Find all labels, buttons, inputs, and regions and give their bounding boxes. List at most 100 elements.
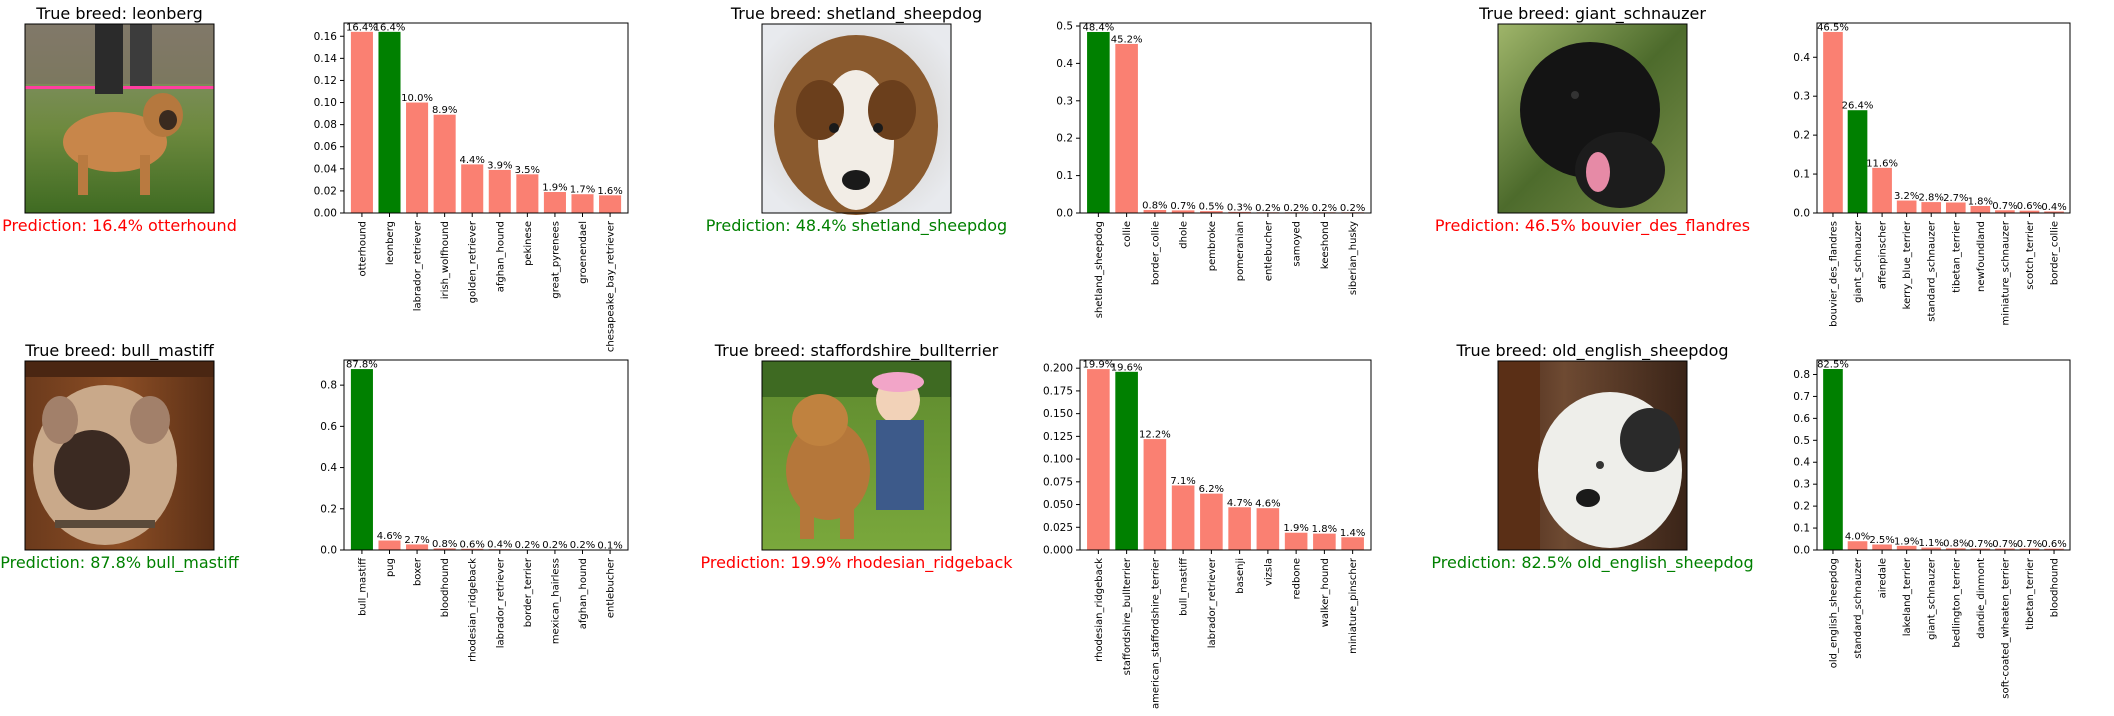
x-tick-label: walker_hound <box>1320 558 1331 627</box>
x-tick-label: otterhound <box>357 221 368 277</box>
x-tick-label: bloodhound <box>2050 558 2061 617</box>
x-tick-label: affenpinscher <box>1878 220 1889 289</box>
bar-chart-5: 0.000 0.025 0.050 0.075 0.100 0.125 0.150 0.175… <box>1043 359 1372 709</box>
bar-chart-3: 0.0 0.1 0.2 0.3 0.4 46.5% bouvier_des_flandres… <box>1793 22 2071 327</box>
bar <box>1087 31 1110 213</box>
bar-value-label: 26.4% <box>1842 101 1874 112</box>
bar-value-label: 2.7% <box>1943 193 1968 204</box>
prediction-3: Prediction: 46.5% bouvier_des_flandres <box>1435 216 1750 236</box>
bar <box>1171 485 1195 550</box>
bar <box>1115 43 1138 213</box>
x-tick-label: entlebucher <box>606 557 617 618</box>
photo-2 <box>761 23 952 215</box>
y-tick-label: 0.025 <box>1043 522 1073 534</box>
bar <box>1228 507 1251 550</box>
bar-value-label: 1.7% <box>570 185 595 196</box>
bar <box>1896 200 1917 213</box>
bar-value-label: 0.2% <box>515 540 540 551</box>
bar <box>1143 210 1167 213</box>
y-tick-label: 0.8 <box>1793 369 1810 381</box>
bar <box>1115 371 1138 550</box>
bar-value-label: 0.2% <box>1255 203 1280 214</box>
photo-1 <box>24 23 215 214</box>
bar <box>488 169 511 213</box>
plot-frame <box>1816 359 2071 551</box>
x-tick-label: rhodesian_ridgeback <box>1094 558 1105 662</box>
bar-value-label: 1.9% <box>1894 536 1919 547</box>
x-tick-label: airedale <box>1878 558 1889 598</box>
x-tick-label: pug <box>385 558 396 577</box>
bar-value-label: 82.5% <box>1817 359 1849 370</box>
x-tick-label: pekinese <box>523 221 534 266</box>
prediction-6: Prediction: 82.5% old_english_sheepdog <box>1431 553 1753 573</box>
bar <box>1171 210 1195 213</box>
bar-chart-6: 0.0 0.1 0.2 0.3 0.4 0.5 0.6 0.7 0.8 82.5% old_engl… <box>1793 359 2071 699</box>
bar-value-label: 0.6% <box>460 539 485 550</box>
bar <box>1995 548 2015 550</box>
bar-value-label: 0.2% <box>1283 203 1308 214</box>
bar <box>1945 548 1966 550</box>
bar-value-label: 4.6% <box>377 531 402 542</box>
y-tick-label: 0.4 <box>1793 457 1810 469</box>
bar <box>1200 211 1223 213</box>
title-3: True breed: giant_schnauzer <box>1478 4 1706 24</box>
bar <box>433 548 456 550</box>
x-tick-label: bouvier_des_flandres <box>1828 221 1839 327</box>
y-tick-label: 0.2 <box>1793 130 1810 142</box>
bar-value-label: 10.0% <box>401 93 433 104</box>
x-tick-label: american_staffordshire_terrier <box>1150 557 1161 709</box>
bar <box>2044 211 2064 213</box>
bar-value-label: 19.9% <box>1082 360 1114 371</box>
bar-value-label: 19.6% <box>1111 362 1143 373</box>
bar <box>1970 205 1991 213</box>
bar-value-label: 2.5% <box>1869 535 1894 546</box>
bar <box>433 114 456 213</box>
bar <box>1823 368 1843 550</box>
title-6: True breed: old_english_sheepdog <box>1455 341 1728 361</box>
bar-value-label: 7.1% <box>1170 476 1195 487</box>
y-tick-label: 0.100 <box>1043 454 1073 466</box>
bar <box>543 192 566 213</box>
x-tick-label: basenji <box>1235 558 1246 594</box>
x-tick-label: vizsla <box>1263 558 1274 586</box>
bar-value-label: 0.6% <box>2017 201 2042 212</box>
bar-value-label: 3.5% <box>515 165 540 176</box>
x-tick-label: newfoundland <box>1976 221 1987 292</box>
x-tick-label: giant_schnauzer <box>1927 557 1938 640</box>
bar-value-label: 1.4% <box>1340 528 1365 539</box>
y-tick-label: 0.000 <box>1043 545 1073 557</box>
x-tick-label: soft-coated_wheaten_terrier <box>2000 557 2011 699</box>
bar <box>461 548 484 550</box>
bar-chart-2: 0.0 0.1 0.2 0.3 0.4 0.5 48.4% shetland_sheepdog… <box>1056 20 1372 318</box>
bar <box>1970 548 1991 550</box>
bar <box>1228 211 1251 213</box>
x-tick-label: labrador_retriever <box>495 557 506 648</box>
y-tick-label: 0.1 <box>1793 523 1810 535</box>
bar-value-label: 0.7% <box>1968 539 1993 550</box>
bar-value-label: 1.1% <box>1919 538 1944 549</box>
y-tick-label: 0.5 <box>1056 20 1073 32</box>
bar <box>2019 548 2040 550</box>
x-tick-label: border_terrier <box>523 557 534 627</box>
title-1: True breed: leonberg <box>35 4 202 23</box>
x-tick-label: shetland_sheepdog <box>1094 221 1105 318</box>
x-tick-label: pomeranian <box>1235 221 1246 281</box>
title-4: True breed: bull_mastiff <box>24 341 214 361</box>
plot-frame <box>1816 22 2071 214</box>
bar-value-label: 3.2% <box>1894 191 1919 202</box>
bar-value-label: 1.6% <box>597 186 622 197</box>
bar <box>406 544 429 550</box>
plot-frame <box>343 22 629 214</box>
bar-value-label: 0.2% <box>570 540 595 551</box>
bar-value-label: 4.4% <box>460 155 485 166</box>
x-tick-label: chesapeake_bay_retriever <box>606 220 617 352</box>
bar <box>599 195 622 213</box>
x-tick-label: afghan_hound <box>578 558 589 629</box>
bar <box>1143 439 1167 550</box>
x-tick-label: redbone <box>1292 558 1303 599</box>
bar-value-label: 0.4% <box>2041 202 2066 213</box>
x-tick-label: bloodhound <box>440 558 451 617</box>
photo-5 <box>761 360 952 551</box>
plot-frame <box>1079 359 1372 551</box>
bar <box>1995 210 2015 213</box>
